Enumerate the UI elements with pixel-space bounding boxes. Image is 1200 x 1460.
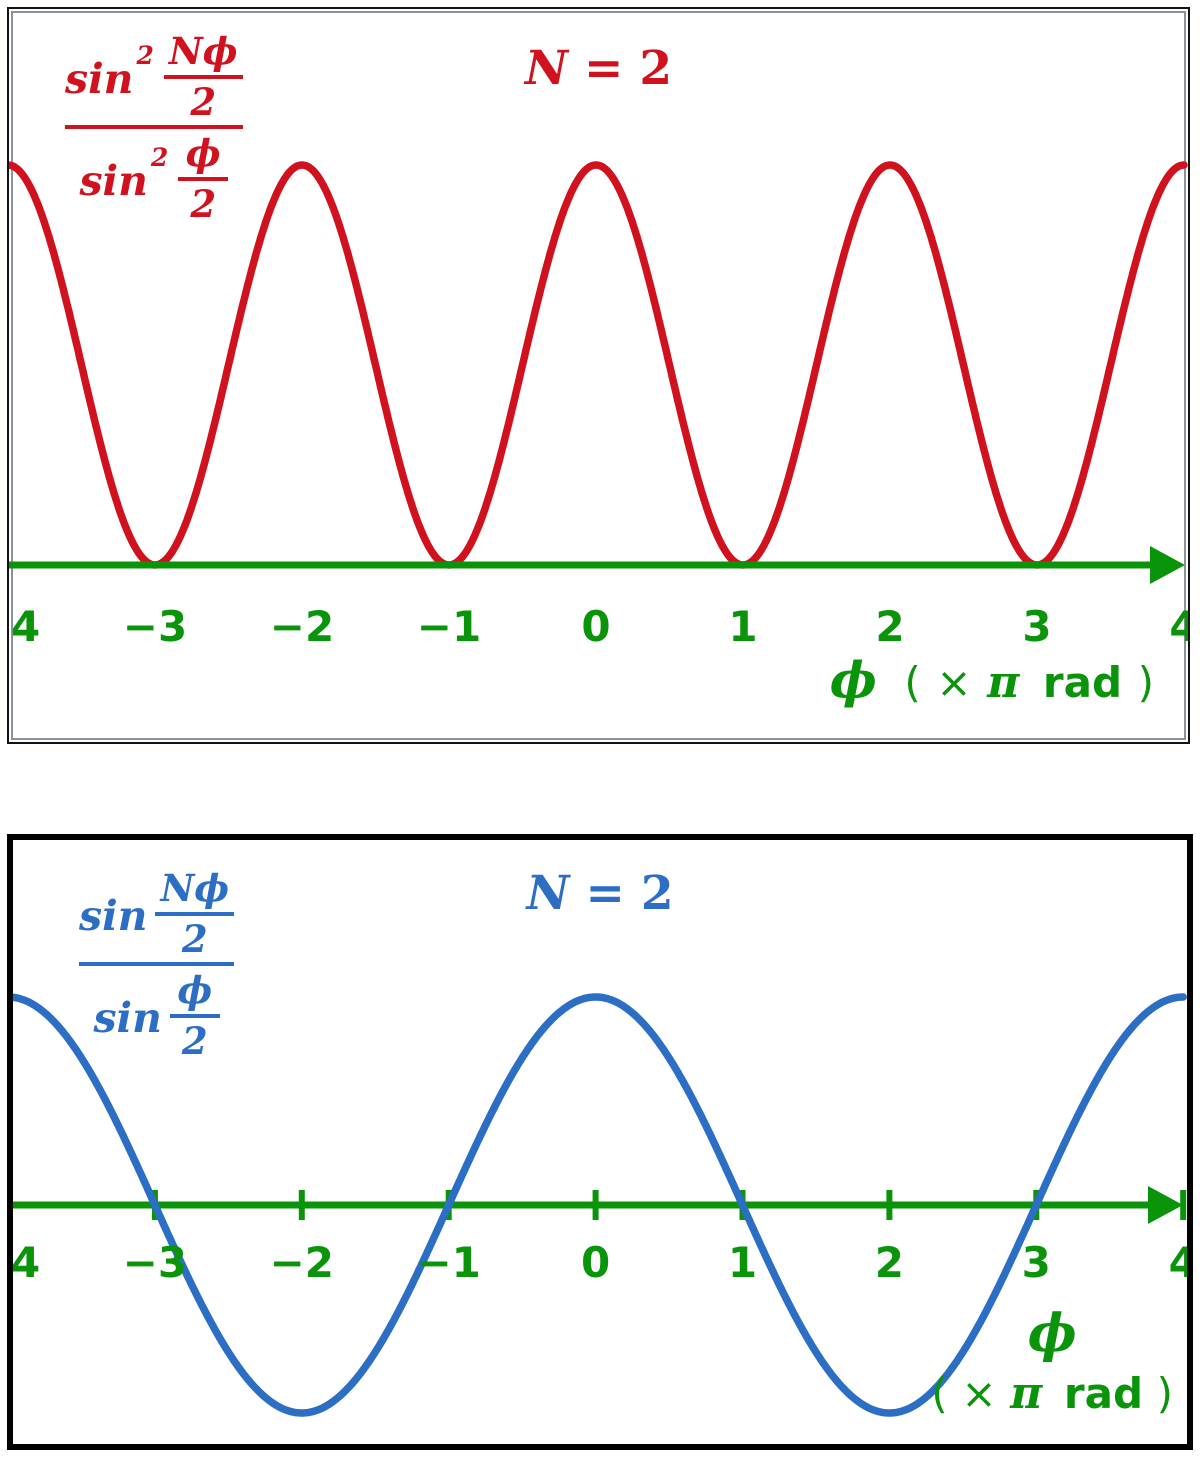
tick-label: −1 [416,1238,481,1287]
bottom-curve [13,993,1187,1417]
bottom-chart-panel: sin Nϕ 2 sin ϕ 2 N=2 −4−3−2−101234 ϕ ( ×… [7,834,1193,1450]
x-axis-arrowhead [1148,1186,1183,1224]
phi-symbol: ϕ [1027,1303,1077,1364]
fraction-bar [79,962,235,966]
tick-label: −4 [9,602,41,651]
phi-symbol: ϕ [829,650,877,709]
tick-label: 2 [875,602,905,651]
top-xaxis-label: ϕ ( × π rad ) [829,650,1154,709]
formula-denominator: sin ϕ 2 [93,972,220,1060]
sin-text: sin [79,157,148,205]
fraction-bar [65,125,243,129]
tick-label: 3 [1021,1238,1051,1287]
tick-label: −3 [122,602,188,651]
inner-fraction: Nϕ 2 [163,33,243,121]
x-axis-arrowhead [1150,546,1185,584]
pi-symbol: π [987,657,1020,708]
bottom-axis-tick-labels: −4−3−2−101234 [13,1242,1187,1292]
tick-label: −2 [269,602,335,651]
bottom-xaxis-label: ϕ ( × π rad ) [931,1303,1173,1419]
tick-label: −1 [416,602,482,651]
formula-numerator: sin 2 Nϕ 2 [65,33,243,121]
top-chart-canvas [9,161,1188,584]
pi-symbol: π [1010,1368,1043,1419]
tick-label: −3 [122,1238,188,1287]
bottom-formula: sin Nϕ 2 sin ϕ 2 [79,870,235,1060]
tick-label: 4 [1169,1242,1187,1284]
sin-text: sin [65,55,134,103]
inner-fraction: Nϕ 2 [155,870,235,958]
tick-label: 4 [1169,606,1188,648]
superscript-2: 2 [150,143,169,172]
inner-fraction: ϕ 2 [169,972,220,1060]
sin-text: sin [93,994,162,1042]
inner-fraction: ϕ 2 [178,135,229,223]
top-formula: sin 2 Nϕ 2 sin 2 ϕ 2 [65,33,243,223]
top-curve [9,161,1188,569]
sin-text: sin [79,892,148,940]
bottom-chart-title: N = 2 [526,866,674,921]
top-axis-tick-labels: −4−3−2−101234 [9,606,1188,656]
tick-label: 1 [728,602,758,651]
tick-label: 2 [874,1238,905,1287]
tick-label: 3 [1022,602,1052,651]
superscript-2: 2 [136,41,154,70]
tick-label: 1 [727,1238,758,1287]
bottom-chart-canvas [13,993,1187,1417]
formula-denominator: sin 2 ϕ 2 [79,135,229,223]
tick-label: 0 [580,1238,611,1287]
tick-label: −2 [269,1238,335,1287]
tick-label: 0 [581,602,611,651]
top-chart-title: N = 2 [524,41,673,96]
formula-numerator: sin Nϕ 2 [79,870,235,958]
tick-label: −4 [10,1238,41,1287]
